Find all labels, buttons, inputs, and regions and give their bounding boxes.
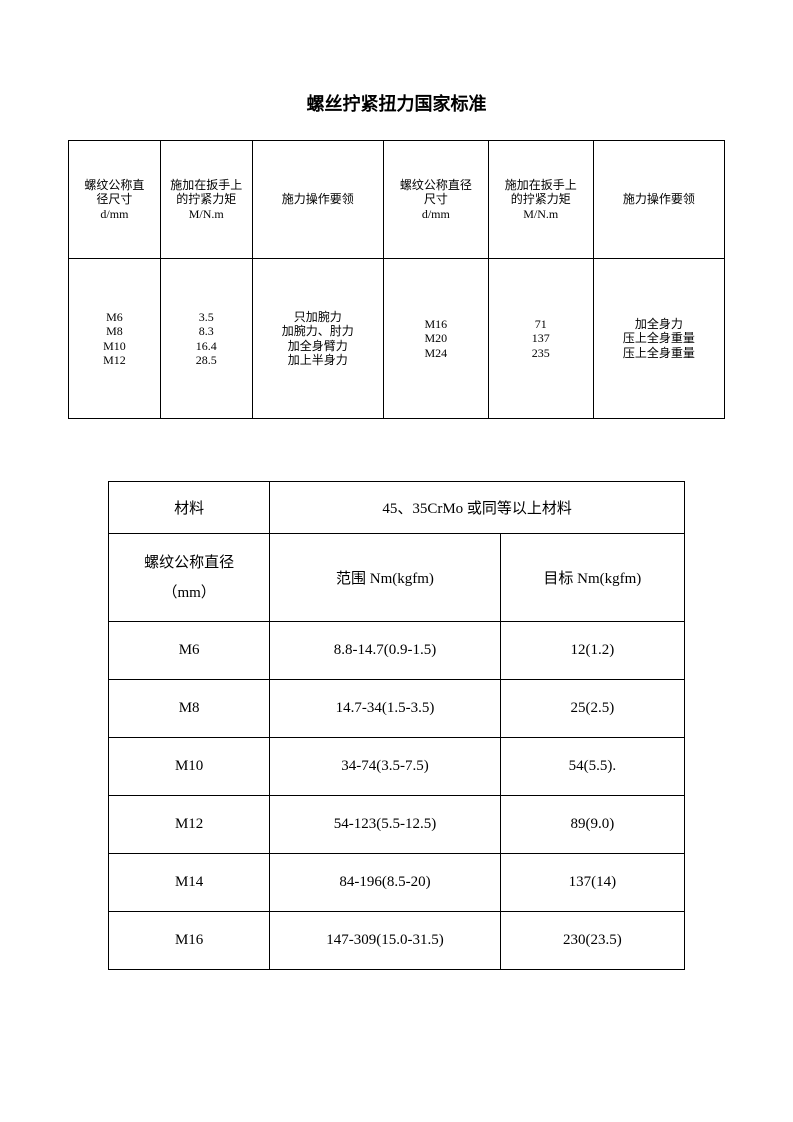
t2-h1-line1: 螺纹公称直径 xyxy=(109,548,269,578)
t2-material-value: 45、35CrMo 或同等以上材料 xyxy=(270,482,685,534)
table-row: M1484-196(8.5-20)137(14) xyxy=(109,854,685,912)
t1-h4-line1: 螺纹公称直径 xyxy=(384,178,488,192)
t2-body: M68.8-14.7(0.9-1.5)12(1.2)M814.7-34(1.5-… xyxy=(109,622,685,970)
t1-h2-line2: 的拧紧力矩 xyxy=(161,192,252,206)
t1-h-col6: 施力操作要领 xyxy=(593,141,724,259)
t2-h-col3: 目标 Nm(kgfm) xyxy=(500,534,684,622)
t1-cell-value: M24 xyxy=(384,346,488,360)
t1-h2-line1: 施加在扳手上 xyxy=(161,178,252,192)
t2-material-label: 材料 xyxy=(109,482,270,534)
t1-cell-value: 235 xyxy=(489,346,593,360)
page-title: 螺丝拧紧扭力国家标准 xyxy=(68,90,725,116)
table-row: M1254-123(5.5-12.5)89(9.0) xyxy=(109,796,685,854)
t1-cell-value: 加上半身力 xyxy=(253,353,383,367)
t1-cell-value: 71 xyxy=(489,317,593,331)
t2-cell: 14.7-34(1.5-3.5) xyxy=(270,680,500,738)
t1-cell-value: 只加腕力 xyxy=(253,310,383,324)
t2-cell: M10 xyxy=(109,738,270,796)
t2-cell: 12(1.2) xyxy=(500,622,684,680)
t1-cell-value: M12 xyxy=(69,353,160,367)
t1-cell-value: 3.5 xyxy=(161,310,252,324)
t2-cell: M6 xyxy=(109,622,270,680)
t1-h5-line3: M/N.m xyxy=(489,207,593,221)
t2-cell: 54-123(5.5-12.5) xyxy=(270,796,500,854)
t1-h5-line2: 的拧紧力矩 xyxy=(489,192,593,206)
t1-h1-line1: 螺纹公称直 xyxy=(69,178,160,192)
t1-b-col1: M6M8M10M12 xyxy=(69,259,161,419)
t2-cell: 84-196(8.5-20) xyxy=(270,854,500,912)
t2-cell: M8 xyxy=(109,680,270,738)
t2-cell: M14 xyxy=(109,854,270,912)
t1-h2-line3: M/N.m xyxy=(161,207,252,221)
table1-header-row: 螺纹公称直 径尺寸 d/mm 施加在扳手上 的拧紧力矩 M/N.m 施力操作要领… xyxy=(69,141,725,259)
t1-cell-value: 压上全身重量 xyxy=(594,331,724,345)
t1-cell-value: 加腕力、肘力 xyxy=(253,324,383,338)
t1-b-col6: 加全身力压上全身重量压上全身重量 xyxy=(593,259,724,419)
t2-header-row: 螺纹公称直径 （mm） 范围 Nm(kgfm) 目标 Nm(kgfm) xyxy=(109,534,685,622)
table1-body-row: M6M8M10M12 3.58.316.428.5 只加腕力加腕力、肘力加全身臂… xyxy=(69,259,725,419)
t1-b-col5: 71137235 xyxy=(488,259,593,419)
t1-b-col4: M16M20M24 xyxy=(383,259,488,419)
t2-cell: 89(9.0) xyxy=(500,796,684,854)
t1-cell-value: 16.4 xyxy=(161,339,252,353)
t2-cell: 25(2.5) xyxy=(500,680,684,738)
t2-material-row: 材料 45、35CrMo 或同等以上材料 xyxy=(109,482,685,534)
table-row: M1034-74(3.5-7.5)54(5.5). xyxy=(109,738,685,796)
t1-h5-line1: 施加在扳手上 xyxy=(489,178,593,192)
t2-cell: M12 xyxy=(109,796,270,854)
t1-h-col1: 螺纹公称直 径尺寸 d/mm xyxy=(69,141,161,259)
t2-h-col2: 范围 Nm(kgfm) xyxy=(270,534,500,622)
t2-h1-line2: （mm） xyxy=(109,578,269,608)
t1-h1-line2: 径尺寸 xyxy=(69,192,160,206)
t1-h-col4: 螺纹公称直径 尺寸 d/mm xyxy=(383,141,488,259)
t1-cell-value: M6 xyxy=(69,310,160,324)
t1-h-col3: 施力操作要领 xyxy=(252,141,383,259)
t1-cell-value: 加全身臂力 xyxy=(253,339,383,353)
t1-h4-line3: d/mm xyxy=(384,207,488,221)
t1-cell-value: M10 xyxy=(69,339,160,353)
t2-cell: M16 xyxy=(109,912,270,970)
t2-cell: 230(23.5) xyxy=(500,912,684,970)
table-row: M16147-309(15.0-31.5)230(23.5) xyxy=(109,912,685,970)
t1-cell-value: 压上全身重量 xyxy=(594,346,724,360)
t1-b-col2: 3.58.316.428.5 xyxy=(160,259,252,419)
t2-cell: 54(5.5). xyxy=(500,738,684,796)
table-row: M68.8-14.7(0.9-1.5)12(1.2) xyxy=(109,622,685,680)
t2-cell: 147-309(15.0-31.5) xyxy=(270,912,500,970)
t2-cell: 34-74(3.5-7.5) xyxy=(270,738,500,796)
t1-h-col2: 施加在扳手上 的拧紧力矩 M/N.m xyxy=(160,141,252,259)
t1-cell-value: 137 xyxy=(489,331,593,345)
t1-cell-value: 加全身力 xyxy=(594,317,724,331)
torque-table-2: 材料 45、35CrMo 或同等以上材料 螺纹公称直径 （mm） 范围 Nm(k… xyxy=(108,481,685,970)
t2-h-col1: 螺纹公称直径 （mm） xyxy=(109,534,270,622)
t1-h1-line3: d/mm xyxy=(69,207,160,221)
t1-cell-value: M20 xyxy=(384,331,488,345)
torque-table-1: 螺纹公称直 径尺寸 d/mm 施加在扳手上 的拧紧力矩 M/N.m 施力操作要领… xyxy=(68,140,725,419)
t1-cell-value: M8 xyxy=(69,324,160,338)
t1-cell-value: M16 xyxy=(384,317,488,331)
t2-cell: 137(14) xyxy=(500,854,684,912)
t1-h-col5: 施加在扳手上 的拧紧力矩 M/N.m xyxy=(488,141,593,259)
t1-cell-value: 28.5 xyxy=(161,353,252,367)
t1-h4-line2: 尺寸 xyxy=(384,192,488,206)
table-row: M814.7-34(1.5-3.5)25(2.5) xyxy=(109,680,685,738)
t2-cell: 8.8-14.7(0.9-1.5) xyxy=(270,622,500,680)
t1-cell-value: 8.3 xyxy=(161,324,252,338)
t1-b-col3: 只加腕力加腕力、肘力加全身臂力加上半身力 xyxy=(252,259,383,419)
